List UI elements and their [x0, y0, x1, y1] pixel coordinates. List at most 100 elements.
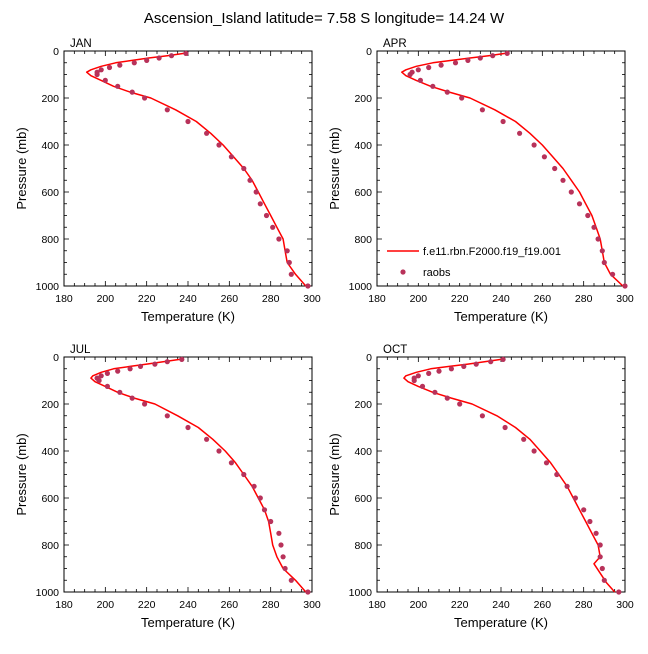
raobs-point [117, 62, 123, 68]
x-tick-label: 180 [368, 599, 386, 611]
raobs-point [247, 177, 253, 183]
raobs-point [278, 542, 284, 548]
raobs-point [585, 212, 591, 219]
model-profile-line [403, 358, 616, 593]
x-tick-label: 220 [451, 599, 469, 611]
raobs-point [305, 589, 311, 595]
raobs-point [268, 518, 274, 525]
x-axis-label: Temperature (K) [454, 615, 548, 630]
raobs-point [282, 565, 288, 572]
panel-jan: 180 200 220 240 260 280 300 0 200 400 600 800 1000 JA… [14, 38, 321, 324]
x-tick-label: 280 [262, 599, 280, 611]
raobs-point [98, 373, 104, 379]
raobs-point [461, 363, 467, 369]
raobs-point [129, 89, 135, 95]
y-tick-label: 800 [41, 540, 59, 552]
x-tick-label: 220 [138, 599, 156, 611]
raobs-point [591, 224, 597, 230]
raobs-point [261, 507, 268, 513]
raobs-point [448, 366, 454, 372]
y-tick-label: 600 [354, 493, 372, 505]
raobs-point [564, 483, 570, 489]
raobs-point [465, 57, 471, 64]
raobs-point [452, 60, 459, 66]
raobs-point [415, 67, 421, 73]
legend-model-label: f.e11.rbn.F2000.f19_f19.001 [423, 246, 561, 258]
raobs-point [137, 363, 144, 369]
x-tick-label: 240 [179, 599, 197, 611]
y-tick-label: 800 [354, 234, 372, 246]
raobs-point [477, 55, 483, 61]
raobs-point [593, 530, 599, 536]
raobs-point [102, 77, 108, 83]
raobs-point [601, 259, 607, 266]
y-tick-label: 1000 [349, 587, 373, 599]
raobs-point [216, 448, 222, 454]
raobs-point [127, 366, 133, 372]
raobs-point [531, 142, 537, 148]
raobs-point [117, 389, 123, 395]
raobs-point [552, 165, 558, 172]
y-tick-label: 0 [53, 352, 59, 364]
y-tick-label: 400 [354, 446, 372, 458]
y-tick-label: 200 [41, 93, 59, 105]
raobs-point [164, 107, 170, 113]
raobs-point [185, 424, 191, 431]
raobs-point [576, 201, 583, 207]
raobs-point [276, 530, 282, 536]
y-tick-label: 1000 [36, 587, 60, 599]
x-tick-label: 240 [492, 599, 510, 611]
raobs-point [94, 71, 100, 78]
panel-apr: 180 200 220 240 260 280 300 0 200 400 600 800 1000 AP… [327, 38, 634, 324]
y-tick-label: 0 [366, 46, 372, 58]
raobs-point [288, 577, 294, 583]
raobs-point [419, 383, 426, 389]
raobs-point [131, 60, 137, 66]
raobs-point [502, 424, 508, 431]
raobs-point [185, 118, 191, 125]
raobs-point [444, 89, 450, 95]
raobs-point [490, 53, 496, 59]
raobs-point [521, 436, 527, 442]
y-tick-label: 1000 [349, 281, 373, 293]
x-axis-label: Temperature (K) [141, 309, 235, 324]
x-tick-label: 180 [55, 293, 73, 305]
panel-oct: 180 200 220 240 260 280 300 0 200 400 600 800 1000 OC… [327, 344, 634, 630]
x-tick-label: 280 [575, 599, 593, 611]
raobs-point [152, 361, 158, 367]
x-tick-label: 220 [451, 293, 469, 305]
x-tick-label: 280 [575, 293, 593, 305]
plot-frame [376, 356, 626, 593]
raobs-point [581, 507, 587, 513]
raobs-point [104, 370, 110, 376]
raobs-point [144, 57, 150, 64]
raobs-point [115, 368, 121, 374]
raobs-point [531, 448, 537, 454]
raobs-point [554, 471, 560, 478]
raobs-point [115, 83, 121, 89]
x-tick-label: 300 [616, 599, 634, 611]
raobs-point [276, 236, 282, 242]
raobs-point [595, 236, 601, 242]
raobs-point [142, 95, 148, 101]
raobs-point [430, 83, 436, 89]
x-tick-label: 180 [368, 293, 386, 305]
raobs-point [541, 154, 548, 160]
raobs-point [164, 413, 170, 419]
panel-label: OCT [383, 344, 407, 356]
x-tick-label: 240 [179, 293, 197, 305]
raobs-point [432, 389, 438, 395]
raobs-point [622, 283, 628, 289]
panel-label: JUL [70, 344, 91, 356]
y-tick-label: 200 [354, 93, 372, 105]
y-tick-label: 200 [354, 399, 372, 411]
raobs-point [98, 67, 104, 73]
y-tick-label: 400 [41, 446, 59, 458]
raobs-point [500, 118, 506, 125]
raobs-point [411, 377, 417, 384]
x-tick-label: 200 [410, 599, 428, 611]
x-tick-label: 300 [303, 293, 321, 305]
raobs-point [543, 460, 550, 466]
raobs-point [241, 165, 247, 172]
